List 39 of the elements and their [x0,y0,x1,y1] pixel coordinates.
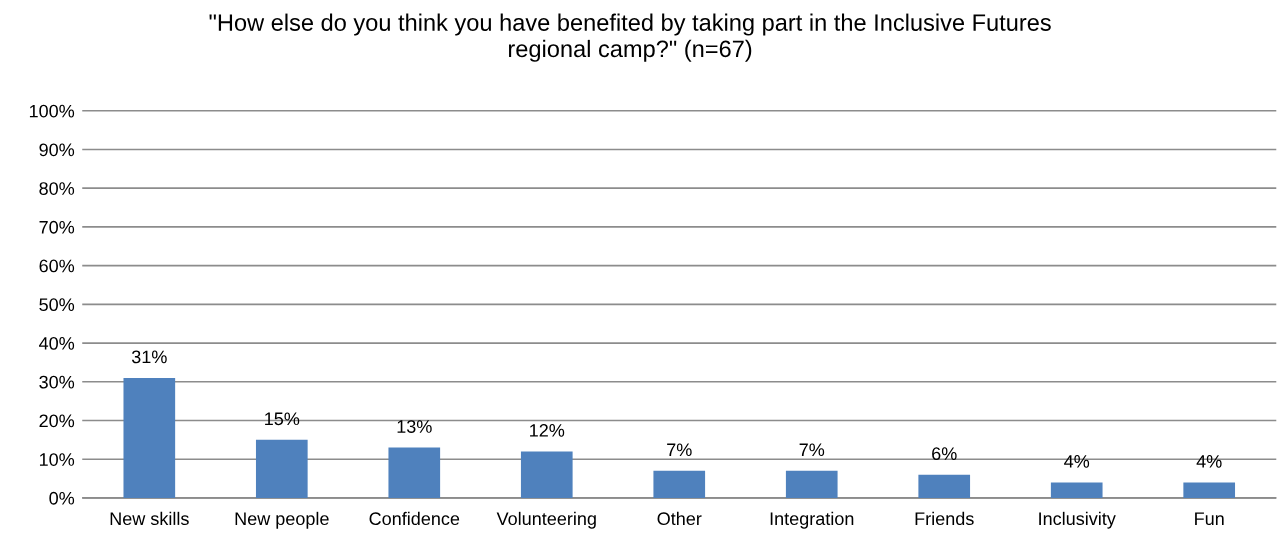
chart-title: "How else do you think you have benefited by taking part in the Inclusive Futures regional camp?" (n=67) [209,13,1051,62]
bar [1050,482,1103,498]
y-tick-label: 0% [49,491,75,505]
bar [255,439,308,498]
bar [388,447,441,498]
bar [123,377,176,498]
bar [520,451,573,498]
y-tick-label: 90% [39,143,75,157]
data-label: 31% [131,350,167,364]
data-label: 15% [265,412,300,426]
data-label: 4% [1196,455,1222,468]
bar [785,470,838,498]
data-label: 6% [932,447,957,461]
y-tick-label: 50% [39,298,75,312]
bar [653,470,706,498]
data-label: 7% [799,443,825,457]
y-tick-label: 40% [39,337,75,350]
x-tick-label: Fun [1195,512,1224,526]
y-tick-label: 100% [29,104,75,118]
bar [1183,482,1236,498]
y-tick-label: 20% [39,414,75,428]
x-tick-label: Volunteering [496,511,596,529]
data-label: 7% [667,443,692,457]
x-tick-label: Friends [915,511,974,526]
x-tick-label: Other [657,511,702,526]
y-tick-label: 30% [39,375,75,389]
y-tick-label: 70% [39,220,75,234]
y-tick-label: 80% [39,182,75,195]
y-tick-label: 60% [39,259,75,273]
x-tick-label: New skills [110,511,189,526]
x-tick-label: Integration [770,511,854,529]
data-label: 4% [1064,455,1090,468]
bar [918,474,971,498]
x-tick-label: New people [235,511,329,529]
x-tick-label: Inclusivity [1039,511,1116,529]
y-tick-label: 10% [39,453,75,466]
x-tick-label: Confidence [369,511,460,526]
data-label: 12% [530,424,565,437]
data-label: 13% [397,420,432,433]
